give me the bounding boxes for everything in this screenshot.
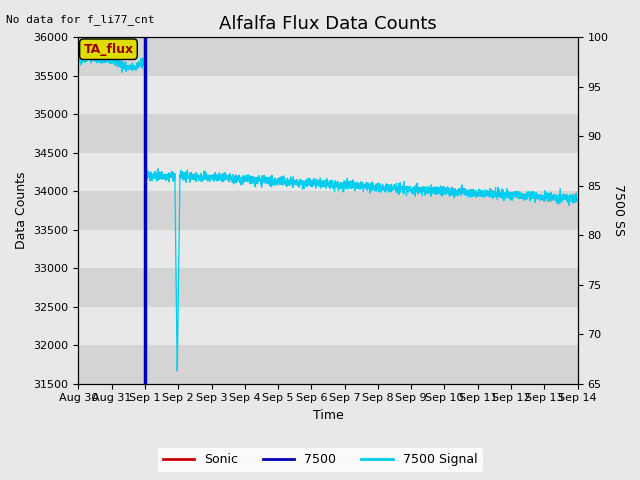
Text: No data for f_li77_cnt: No data for f_li77_cnt [6,14,155,25]
Bar [79,307,578,345]
Bar [79,37,578,76]
Y-axis label: 7500 SS: 7500 SS [612,184,625,237]
Title: Alfalfa Flux Data Counts: Alfalfa Flux Data Counts [219,15,437,33]
Bar [79,76,578,114]
Text: TA_flux: TA_flux [83,43,134,56]
Bar [79,114,578,153]
X-axis label: Time: Time [312,409,344,422]
Y-axis label: Data Counts: Data Counts [15,172,28,249]
Legend: Sonic, 7500, 7500 Signal: Sonic, 7500, 7500 Signal [158,448,482,471]
Bar [79,191,578,229]
Bar [79,345,578,384]
Bar [79,268,578,307]
Bar [79,229,578,268]
Bar [79,153,578,191]
